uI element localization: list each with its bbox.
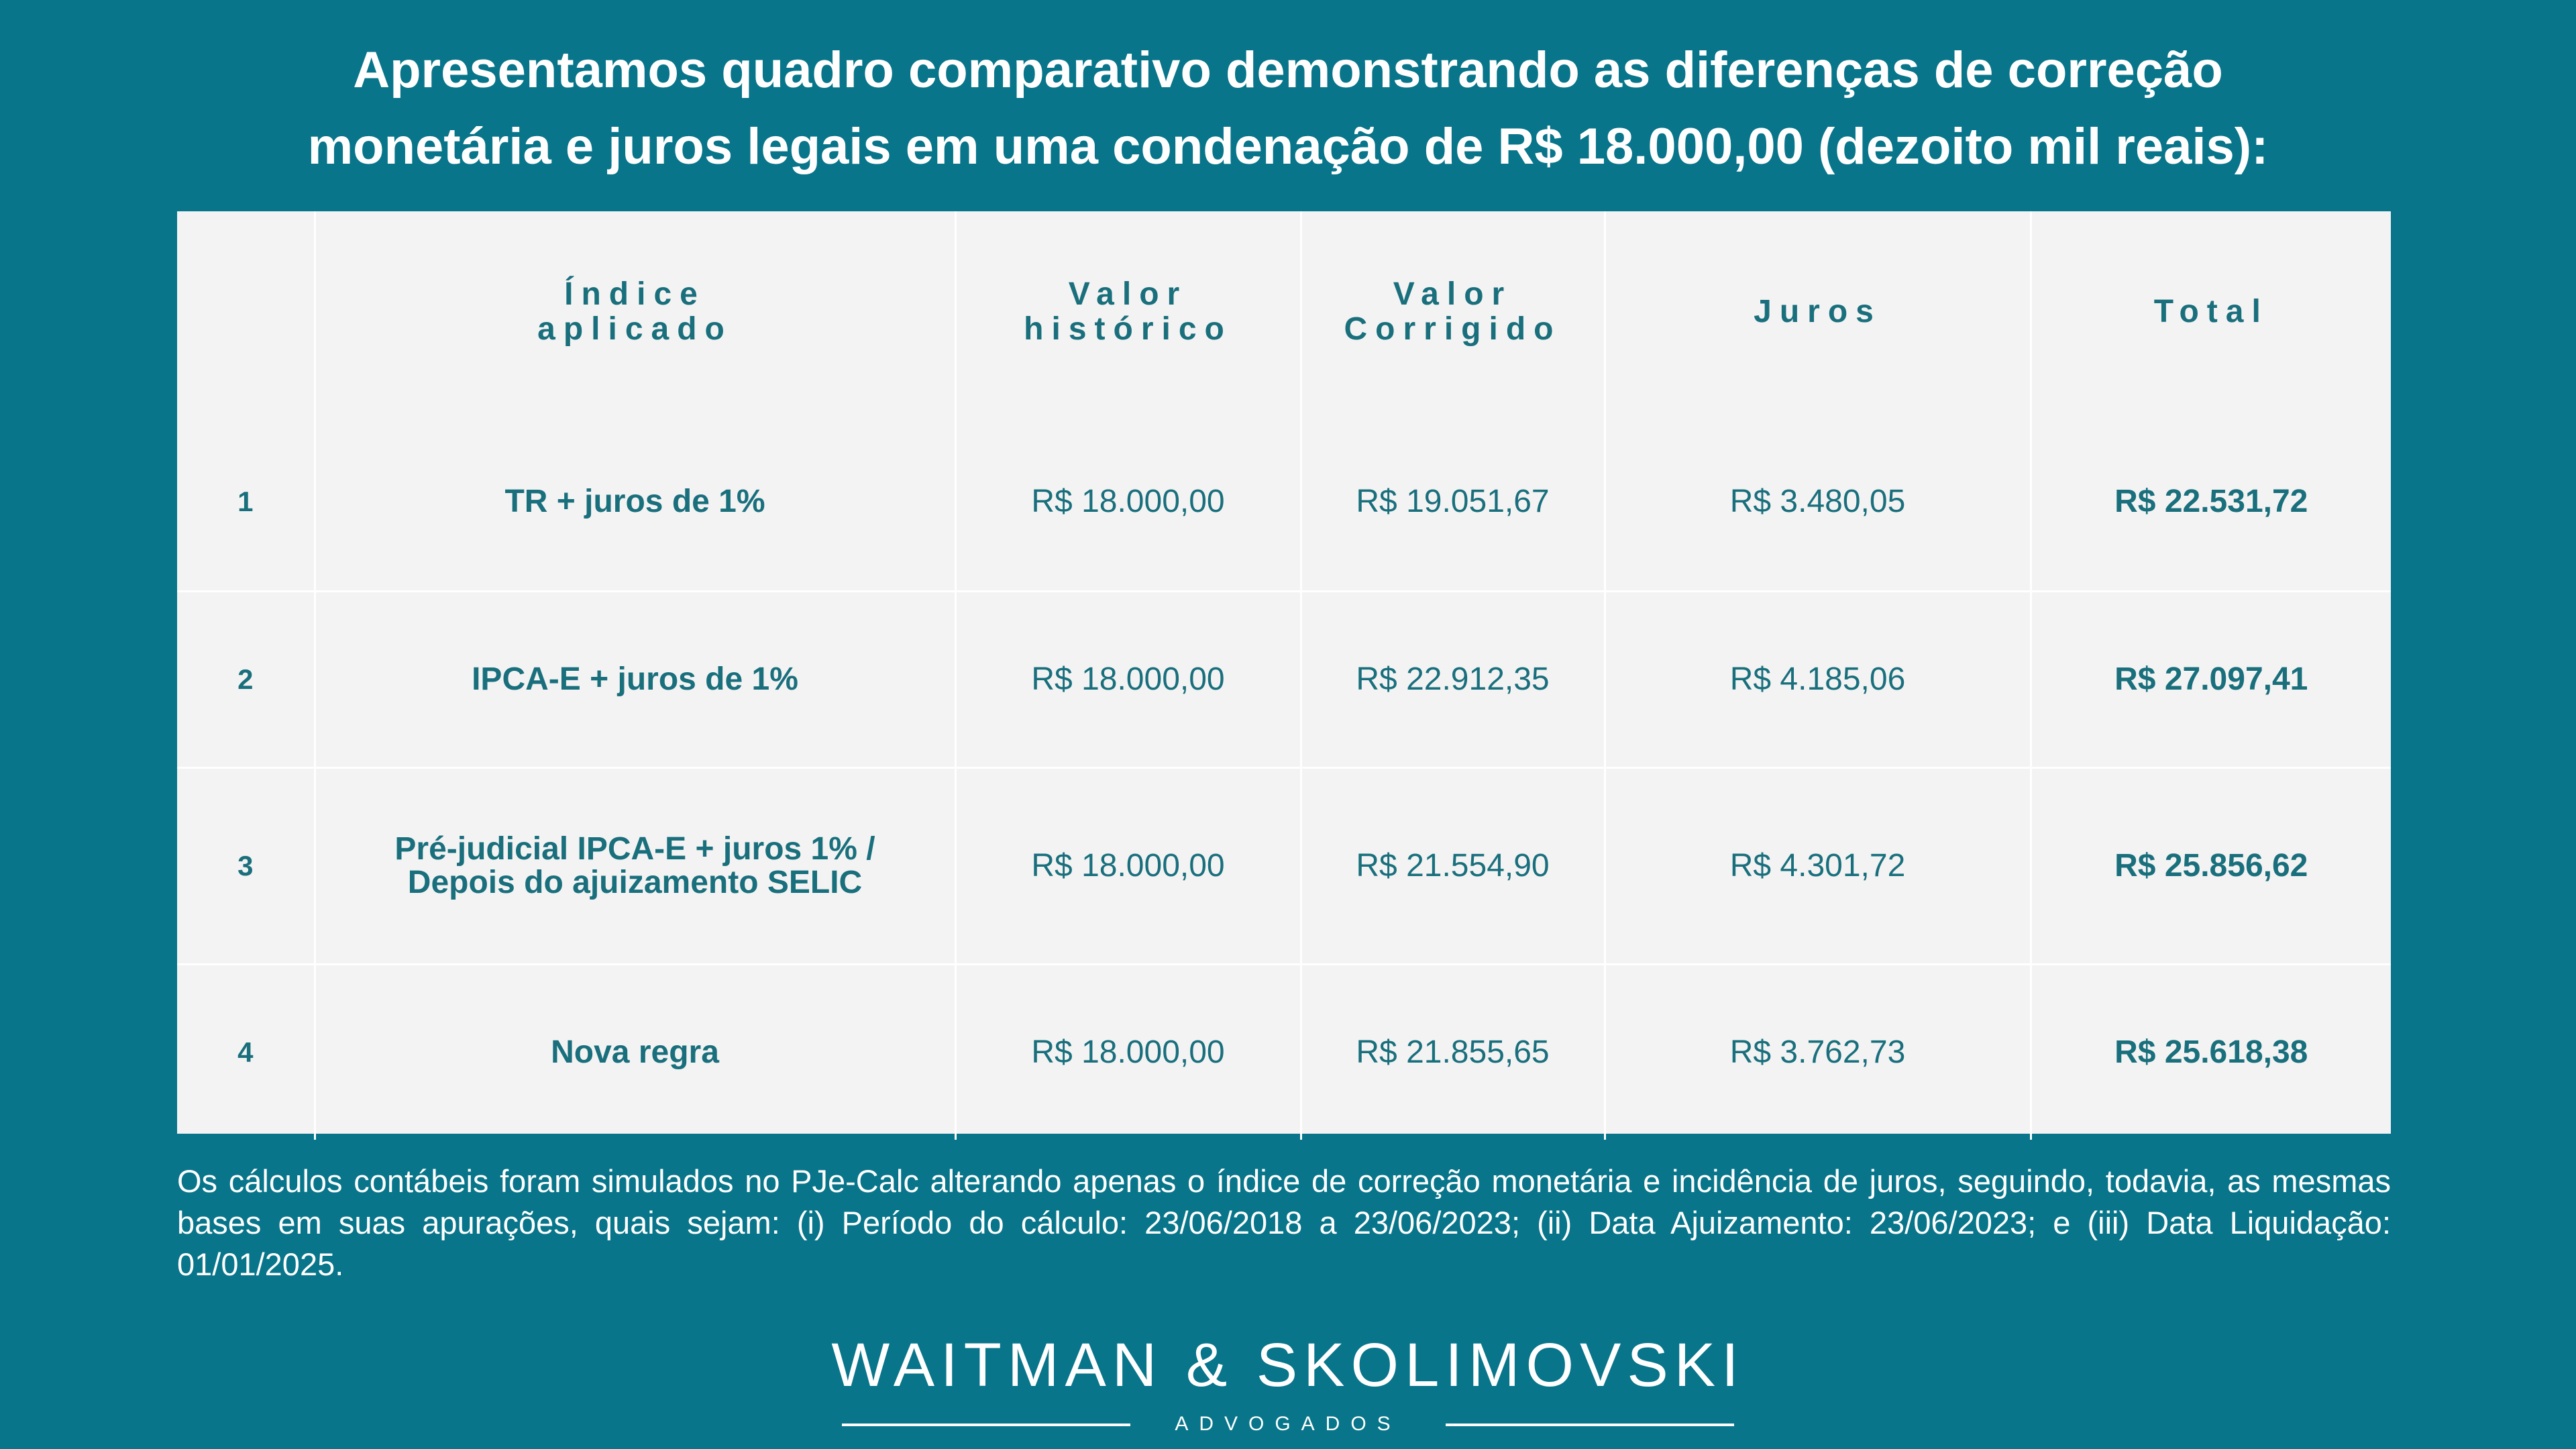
row-index-applied: TR + juros de 1% bbox=[315, 413, 957, 592]
row-index-line-1: IPCA-E + juros de 1% bbox=[472, 661, 798, 697]
row-number: 4 bbox=[177, 964, 316, 1140]
row-index-line-1: Nova regra bbox=[551, 1034, 719, 1070]
header-historic-line-2: histórico bbox=[1024, 311, 1232, 347]
header-historic-value: Valor histórico bbox=[955, 211, 1302, 413]
row-interest: R$ 4.185,06 bbox=[1605, 591, 2032, 769]
row-corrected-value: R$ 19.051,67 bbox=[1301, 413, 1606, 592]
row-corrected-value: R$ 21.554,90 bbox=[1301, 767, 1606, 965]
row-total: R$ 27.097,41 bbox=[2031, 591, 2391, 769]
row-index-applied: IPCA-E + juros de 1% bbox=[315, 591, 957, 769]
row-interest: R$ 3.762,73 bbox=[1605, 964, 2032, 1140]
page-headline: Apresentamos quadro comparativo demonstr… bbox=[0, 32, 2576, 185]
logo-divider-right bbox=[1446, 1424, 1734, 1426]
row-total: R$ 25.618,38 bbox=[2114, 1034, 2308, 1070]
table-row: 1 TR + juros de 1% R$ 18.000,00 R$ 19.05… bbox=[177, 413, 2391, 592]
table-row: 2 IPCA-E + juros de 1% R$ 18.000,00 R$ 2… bbox=[177, 591, 2391, 769]
row-index-applied: Pré-judicial IPCA-E + juros 1% / Depois … bbox=[315, 767, 957, 965]
header-interest: Juros bbox=[1605, 211, 2032, 413]
row-index-line-2: Depois do ajuizamento SELIC bbox=[407, 865, 863, 900]
calculation-footnote: Os cálculos contábeis foram simulados no… bbox=[177, 1163, 2391, 1282]
headline-line-1: Apresentamos quadro comparativo demonstr… bbox=[353, 42, 2223, 99]
header-corrected-line-1: Valor bbox=[1393, 276, 1513, 312]
row-total: R$ 25.856,62 bbox=[2031, 767, 2391, 965]
header-total: Total bbox=[2153, 294, 2269, 329]
firm-logo: WAITMAN & SKOLIMOVSKI ADVOGADOS bbox=[0, 1331, 2576, 1435]
row-index-line-1: Pré-judicial IPCA-E + juros 1% / bbox=[394, 831, 875, 867]
table-header-row: Índice aplicado Valor histórico Valor Co… bbox=[177, 211, 2391, 413]
row-historic-value: R$ 18.000,00 bbox=[955, 413, 1302, 592]
table-row: 3 Pré-judicial IPCA-E + juros 1% / Depoi… bbox=[177, 767, 2391, 965]
logo-subtitle-row: ADVOGADOS bbox=[842, 1411, 1734, 1438]
row-total: R$ 22.531,72 bbox=[2031, 413, 2391, 592]
header-index-line-2: aplicado bbox=[537, 311, 733, 347]
row-number: 1 bbox=[177, 413, 316, 592]
table-row: 4 Nova regra R$ 18.000,00 R$ 21.855,65 R… bbox=[177, 964, 2391, 1140]
header-corrected-line-2: Corrigido bbox=[1344, 311, 1562, 347]
row-index-applied: Nova regra bbox=[315, 964, 957, 1140]
comparison-table: Índice aplicado Valor histórico Valor Co… bbox=[177, 211, 2391, 1140]
row-corrected-value: R$ 22.912,35 bbox=[1301, 591, 1606, 769]
row-number: 3 bbox=[177, 767, 316, 965]
header-corrected-value: Valor Corrigido bbox=[1301, 211, 1606, 413]
row-historic-value: R$ 18.000,00 bbox=[955, 964, 1302, 1140]
row-index-line-1: TR + juros de 1% bbox=[504, 483, 765, 519]
comparison-table-container: Índice aplicado Valor histórico Valor Co… bbox=[177, 211, 2391, 1140]
row-interest: R$ 4.301,72 bbox=[1605, 767, 2032, 965]
header-historic-line-1: Valor bbox=[1068, 276, 1188, 312]
header-index-line-1: Índice bbox=[564, 276, 706, 312]
logo-firm-name: WAITMAN & SKOLIMOVSKI bbox=[831, 1331, 1745, 1399]
headline-line-2: monetária e juros legais em uma condenaç… bbox=[307, 118, 2269, 175]
row-corrected-value: R$ 21.855,65 bbox=[1301, 964, 1606, 1140]
header-number bbox=[177, 211, 316, 413]
logo-subtitle: ADVOGADOS bbox=[1175, 1413, 1401, 1435]
header-index: Índice aplicado bbox=[315, 211, 957, 413]
row-historic-value: R$ 18.000,00 bbox=[955, 767, 1302, 965]
row-number: 2 bbox=[177, 591, 316, 769]
row-interest: R$ 3.480,05 bbox=[1605, 413, 2032, 592]
row-historic-value: R$ 18.000,00 bbox=[955, 591, 1302, 769]
logo-divider-left bbox=[842, 1424, 1130, 1426]
